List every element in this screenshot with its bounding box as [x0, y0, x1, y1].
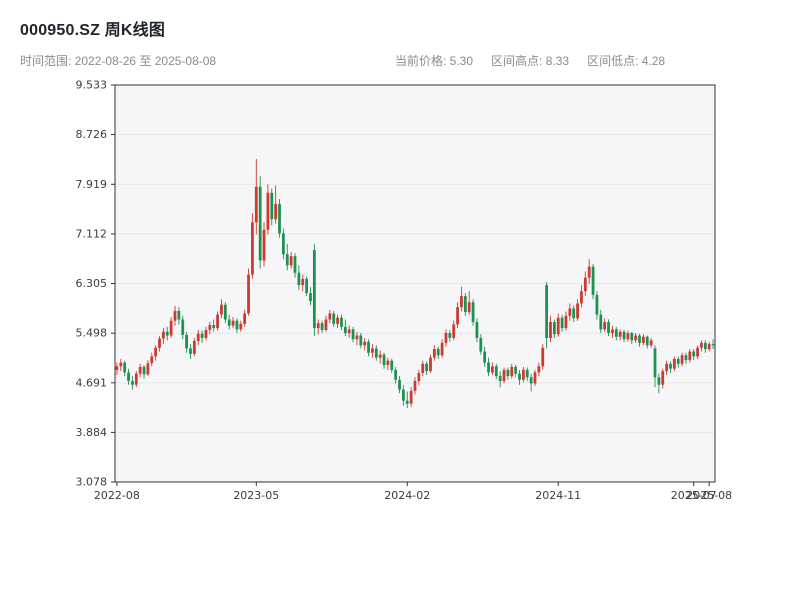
page-title: 000950.SZ 周K线图 [20, 22, 166, 39]
range-high-label: 区间高点: 8.33 [491, 54, 570, 68]
svg-text:2024-11: 2024-11 [535, 489, 581, 502]
kline-chart-svg: 3.078 3.884 4.691 5.498 6.305 7.112 7.919 8.726… [76, 79, 733, 503]
svg-text:2025-07: 2025-07 [671, 489, 717, 502]
range-low-label: 区间低点: 4.28 [587, 54, 666, 68]
svg-text:6.305: 6.305 [76, 277, 108, 290]
svg-text:3.078: 3.078 [76, 476, 108, 489]
svg-text:5.498: 5.498 [76, 327, 108, 340]
price-summary: 当前价格: 5.30 区间高点: 8.33 区间低点: 4.28 [395, 52, 665, 69]
svg-text:8.726: 8.726 [76, 128, 108, 141]
svg-text:4.691: 4.691 [76, 376, 108, 389]
svg-text:9.533: 9.533 [76, 79, 108, 92]
current-price-label: 当前价格: 5.30 [395, 54, 474, 68]
svg-text:7.112: 7.112 [76, 227, 108, 240]
candlestick-chart: 3.078 3.884 4.691 5.498 6.305 7.112 7.919 8.726… [0, 60, 800, 590]
svg-text:2025-08: 2025-08 [686, 489, 732, 502]
date-range-label: 时间范围: 2022-08-26 至 2025-08-08 [20, 54, 217, 68]
svg-text:2023-05: 2023-05 [233, 489, 279, 502]
svg-text:2024-02: 2024-02 [384, 489, 430, 502]
svg-text:3.884: 3.884 [76, 426, 108, 439]
svg-text:2022-08: 2022-08 [94, 489, 140, 502]
svg-text:7.919: 7.919 [76, 178, 108, 191]
